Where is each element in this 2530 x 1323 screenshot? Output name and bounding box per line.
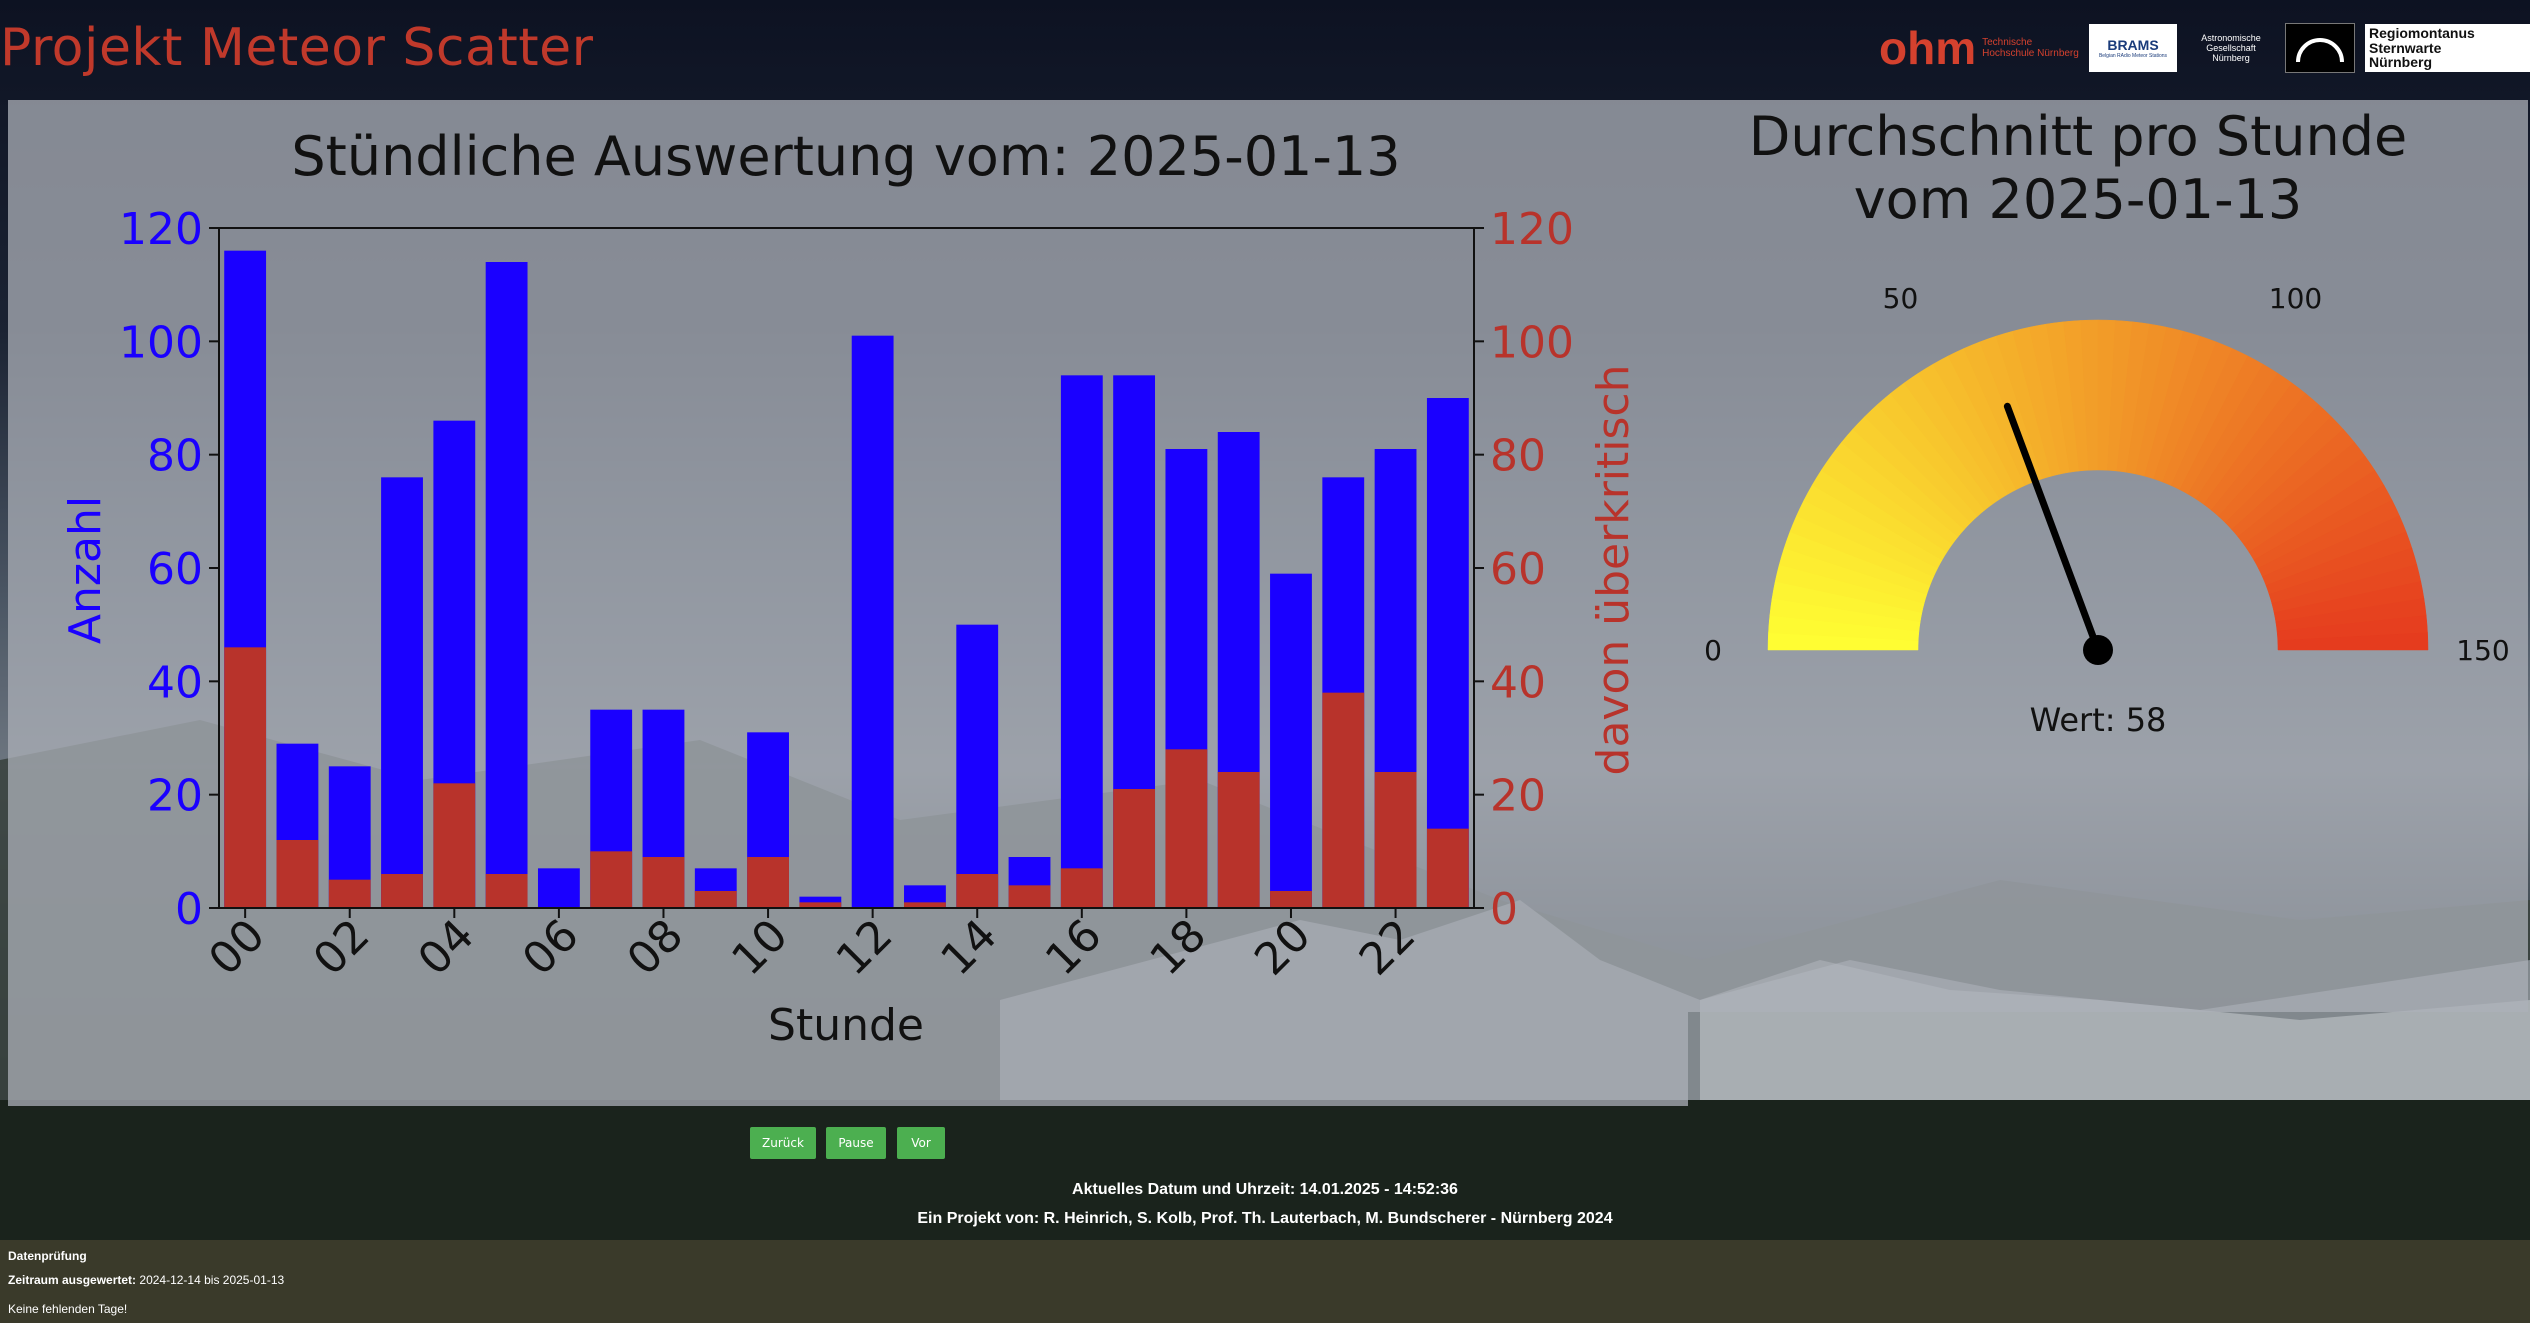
bar-ueberkritisch-11	[799, 902, 842, 908]
x-tick-label: 20	[1245, 910, 1321, 986]
bar-ueberkritisch-08	[642, 857, 685, 908]
brams-logo-subtext: Belgian RAdio Meteor Stations	[2098, 53, 2168, 59]
gauge-tick-label: 150	[2456, 634, 2509, 667]
bar-anzahl-14	[956, 624, 999, 908]
y2-tick-label: 20	[1490, 771, 1546, 822]
bar-ueberkritisch-15	[1008, 885, 1051, 908]
x-tick-label: 06	[513, 910, 589, 986]
pause-button[interactable]: Pause	[826, 1127, 886, 1159]
bar-ueberkritisch-14	[956, 874, 999, 908]
x-tick-label: 22	[1350, 910, 1426, 986]
y-tick-label: 100	[119, 317, 203, 368]
bar-ueberkritisch-10	[747, 857, 789, 908]
bar-ueberkritisch-17	[1113, 789, 1156, 908]
y-tick-label: 20	[147, 771, 203, 822]
bar-anzahl-20	[1270, 573, 1312, 908]
data-check-heading: Datenprüfung	[8, 1249, 87, 1263]
y2-tick-label: 60	[1490, 544, 1546, 595]
x-tick-label: 08	[618, 910, 694, 986]
bar-ueberkritisch-13	[904, 902, 946, 908]
bar-ueberkritisch-02	[328, 879, 371, 908]
y2-tick-label: 80	[1490, 431, 1546, 482]
gauge-tick-label: 50	[1883, 282, 1919, 315]
logo-bar: ohm Technische Hochschule Nürnberg BRAMS…	[1879, 22, 2530, 74]
x-tick-label: 02	[304, 910, 380, 986]
bar-anzahl-05	[485, 262, 528, 908]
bar-ueberkritisch-23	[1426, 828, 1469, 908]
x-axis-label: Stunde	[768, 1000, 924, 1051]
bar-ueberkritisch-05	[485, 874, 528, 908]
gauge-arc-segment	[2277, 632, 2429, 651]
hourly-chart-panel: Stündliche Auswertung vom: 2025-01-13 An…	[8, 100, 1688, 1106]
y2-tick-label: 100	[1490, 317, 1574, 368]
bar-ueberkritisch-19	[1217, 772, 1260, 908]
bar-ueberkritisch-22	[1374, 772, 1417, 908]
x-tick-label: 00	[199, 910, 275, 986]
bar-ueberkritisch-07	[590, 851, 633, 908]
bar-ueberkritisch-09	[694, 891, 737, 908]
current-datetime: Aktuelles Datum und Uhrzeit: 14.01.2025 …	[1072, 1181, 1458, 1198]
y2-tick-label: 120	[1490, 204, 1574, 255]
y-tick-label: 120	[119, 204, 203, 255]
ohm-logo-subtext: Technische Hochschule Nürnberg	[1982, 37, 2079, 59]
x-tick-label: 10	[722, 910, 798, 986]
y-tick-label: 60	[147, 544, 203, 595]
bar-ueberkritisch-18	[1165, 749, 1208, 908]
gauge-needle	[2003, 402, 2102, 654]
evaluated-range-label: Zeitraum ausgewertet:	[8, 1273, 137, 1287]
observatory-dome-icon	[2285, 23, 2355, 73]
x-tick-label: 14	[931, 910, 1007, 986]
ohm-logo-text: ohm	[1879, 22, 1977, 74]
y2-tick-label: 0	[1490, 884, 1518, 935]
x-tick-label: 16	[1036, 910, 1112, 986]
y-tick-label: 80	[147, 431, 203, 482]
chart-title: Stündliche Auswertung vom: 2025-01-13	[291, 125, 1400, 188]
hourly-average-gauge: Durchschnitt pro Stunde vom 2025-01-13 0…	[1704, 105, 2510, 739]
bar-ueberkritisch-16	[1060, 868, 1103, 908]
bar-ueberkritisch-21	[1322, 692, 1365, 908]
page-title: Projekt Meteor Scatter	[0, 18, 594, 78]
bar-ueberkritisch-04	[433, 783, 476, 908]
brams-logo-text: BRAMS	[2107, 37, 2159, 53]
gauge-value-label: Wert: 58	[2030, 701, 2167, 739]
gauge-title-line2: vom 2025-01-13	[1854, 168, 2303, 231]
next-button[interactable]: Vor	[897, 1127, 945, 1159]
gauge-tick-label: 100	[2269, 282, 2322, 315]
bar-ueberkritisch-01	[276, 840, 319, 908]
bar-anzahl-06	[537, 868, 580, 908]
x-tick-label: 12	[827, 910, 903, 986]
y-axis-label: Anzahl	[60, 496, 111, 644]
hourly-bar-chart: Stündliche Auswertung vom: 2025-01-13 An…	[60, 125, 1639, 1051]
x-tick-label: 18	[1141, 910, 1217, 986]
brams-logo: BRAMS Belgian RAdio Meteor Stations	[2089, 24, 2177, 72]
project-credits: Ein Projekt von: R. Heinrich, S. Kolb, P…	[917, 1210, 1613, 1227]
gauge-tick-label: 0	[1704, 634, 1722, 667]
x-tick-label: 04	[408, 910, 484, 986]
evaluated-range-value: 2024-12-14 bis 2025-01-13	[139, 1273, 285, 1287]
y2-tick-label: 40	[1490, 657, 1546, 708]
bar-ueberkritisch-00	[224, 647, 267, 908]
gauge-needle-pivot	[2083, 635, 2113, 665]
regiomontanus-logo: Regiomontanus Sternwarte Nürnberg	[2365, 24, 2530, 72]
y-tick-label: 0	[175, 884, 203, 935]
y-tick-label: 40	[147, 657, 203, 708]
evaluated-range: Zeitraum ausgewertet: 2024-12-14 bis 202…	[8, 1273, 284, 1287]
regiomontanus-logo-text: Regiomontanus Sternwarte Nürnberg	[2369, 24, 2475, 71]
bar-anzahl-12	[851, 335, 894, 908]
bar-anzahl-03	[381, 477, 423, 908]
gauge-panel: Durchschnitt pro Stunde vom 2025-01-13 0…	[1688, 100, 2528, 1012]
ohm-logo: ohm Technische Hochschule Nürnberg	[1879, 22, 2079, 74]
y2-axis-label: davon überkritisch	[1588, 365, 1639, 776]
bar-anzahl-23	[1426, 398, 1469, 908]
agn-logo: Astronomische Gesellschaft Nürnberg	[2201, 33, 2261, 63]
bar-ueberkritisch-20	[1270, 891, 1312, 908]
gauge-title-line1: Durchschnitt pro Stunde	[1749, 105, 2407, 168]
bar-ueberkritisch-03	[381, 874, 423, 908]
missing-days-status: Keine fehlenden Tage!	[8, 1302, 128, 1316]
bar-anzahl-16	[1060, 375, 1103, 908]
back-button[interactable]: Zurück	[750, 1127, 816, 1159]
